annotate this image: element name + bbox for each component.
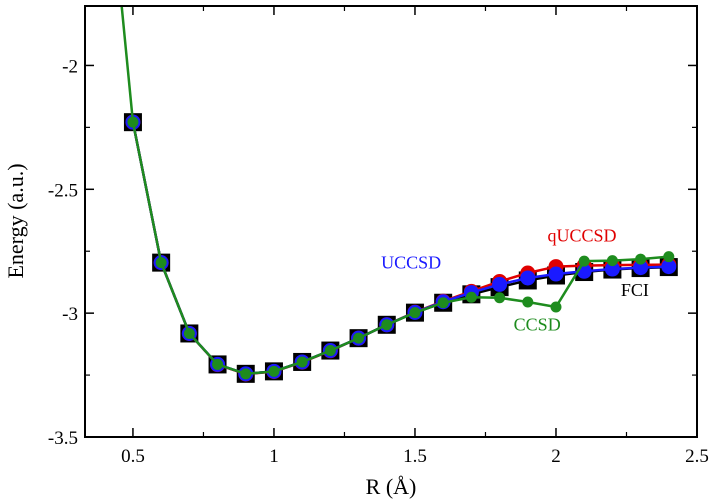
data-point-ccsd <box>353 332 365 344</box>
data-point-ccsd <box>550 301 562 313</box>
series-uccsd <box>125 114 677 382</box>
data-point-ccsd <box>465 291 477 303</box>
data-point-uccsd <box>604 261 620 277</box>
data-point-ccsd <box>324 345 336 357</box>
x-tick-label: 2.5 <box>685 446 709 467</box>
data-point-ccsd <box>381 319 393 331</box>
data-point-ccsd <box>635 253 647 265</box>
data-point-ccsd <box>268 365 280 377</box>
series-fci <box>123 113 678 383</box>
data-point-uccsd <box>633 260 649 276</box>
data-point-ccsd <box>663 251 675 263</box>
data-point-uccsd <box>520 270 536 286</box>
annotation-uccsd: UCCSD <box>381 253 441 273</box>
annotations: qUCCSD UCCSD FCI CCSD <box>381 225 649 334</box>
annotation-ccsd: CCSD <box>514 314 561 334</box>
data-point-uccsd <box>661 259 677 275</box>
data-point-ccsd <box>494 292 506 304</box>
data-point-uccsd <box>492 276 508 292</box>
annotation-quccsd: qUCCSD <box>548 225 617 245</box>
data-point-ccsd <box>522 296 534 308</box>
y-tick-label: -2 <box>62 56 78 77</box>
plot-frame <box>84 5 698 438</box>
series-quccsd <box>125 114 677 382</box>
series-ccsd <box>120 6 675 380</box>
x-axis-label: R (Å) <box>366 474 417 499</box>
x-tick-label: 1 <box>269 446 279 467</box>
axis-ticks <box>85 6 698 438</box>
x-tick-label: 1.5 <box>403 446 427 467</box>
data-point-ccsd <box>437 297 449 309</box>
series-line-quccsd <box>131 121 669 376</box>
data-point-ccsd <box>155 257 167 269</box>
y-tick-label: -2.5 <box>48 180 78 201</box>
data-point-ccsd <box>127 116 139 128</box>
series-layer <box>120 6 678 383</box>
y-tick-label: -3 <box>62 304 78 325</box>
data-point-ccsd <box>606 255 618 267</box>
data-point-ccsd <box>212 358 224 370</box>
x-tick-label: 2 <box>551 446 561 467</box>
data-point-uccsd <box>548 266 564 282</box>
data-point-ccsd <box>409 307 421 319</box>
series-line-fci <box>131 121 669 376</box>
series-line-uccsd <box>131 121 669 376</box>
tick-labels: 0.5 1 1.5 2 2.5 -3.5 -3 -2.5 -2 <box>48 56 709 467</box>
data-point-ccsd <box>183 327 195 339</box>
y-tick-label: -3.5 <box>48 428 78 449</box>
annotation-fci: FCI <box>621 280 649 300</box>
data-point-ccsd <box>240 368 252 380</box>
data-point-ccsd <box>578 255 590 267</box>
y-axis-label: Energy (a.u.) <box>3 163 28 278</box>
data-point-ccsd <box>296 356 308 368</box>
x-tick-label: 0.5 <box>121 446 145 467</box>
